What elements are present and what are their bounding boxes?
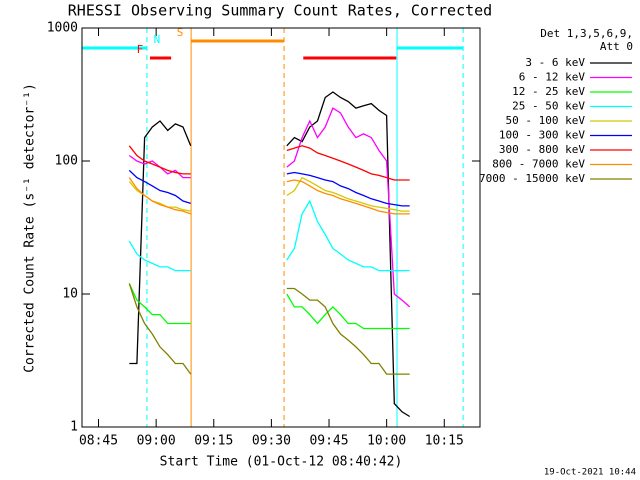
x-tick-label: 09:45: [309, 434, 348, 449]
legend-label: 3 - 6 keV: [525, 56, 585, 69]
x-axis-label: Start Time (01-Oct-12 08:40:42): [160, 455, 403, 470]
legend-label: 25 - 50 keV: [512, 100, 585, 113]
x-tick-label: 09:00: [137, 434, 176, 449]
plot-frame: [81, 27, 481, 428]
legend-label: 6 - 12 keV: [519, 71, 586, 84]
x-tick-label: 09:15: [194, 434, 233, 449]
legend-title: Att 0: [600, 40, 633, 53]
series-line: [128, 176, 410, 212]
legend-label: 100 - 300 keV: [499, 129, 585, 142]
legend-label: 50 - 100 keV: [506, 114, 586, 127]
footer: 19-Oct-2021 10:44: [544, 468, 636, 478]
legend-title: Det 1,3,5,6,9,: [540, 27, 633, 40]
flag-label: S: [177, 26, 184, 39]
legend-label: 300 - 800 keV: [499, 143, 585, 156]
y-tick-label: 1000: [47, 21, 78, 36]
x-tick-label: 10:15: [425, 434, 464, 449]
y-tick-label: 1: [70, 420, 78, 435]
series-line: [128, 169, 410, 207]
x-tick-label: 10:00: [367, 434, 406, 449]
series-line: [128, 199, 410, 272]
series-line: [128, 145, 410, 181]
flag-label: N: [154, 33, 161, 46]
y-tick-label: 100: [55, 154, 78, 169]
legend-label: 12 - 25 keV: [512, 85, 585, 98]
series-line: [128, 177, 410, 215]
y-axis-label: Corrected Count Rate (s⁻¹ detector⁻¹): [23, 83, 38, 373]
chart-title: RHESSI Observing Summary Count Rates, Co…: [68, 2, 492, 20]
x-tick-label: 08:45: [79, 434, 118, 449]
legend-label: 7000 - 15000 keV: [479, 172, 585, 185]
legend-label: 800 - 7000 keV: [492, 158, 585, 171]
y-tick-label: 10: [62, 287, 78, 302]
x-tick-label: 09:30: [252, 434, 291, 449]
series-line: [128, 283, 410, 330]
flag-label: F: [137, 43, 144, 56]
series-line: [128, 283, 410, 375]
